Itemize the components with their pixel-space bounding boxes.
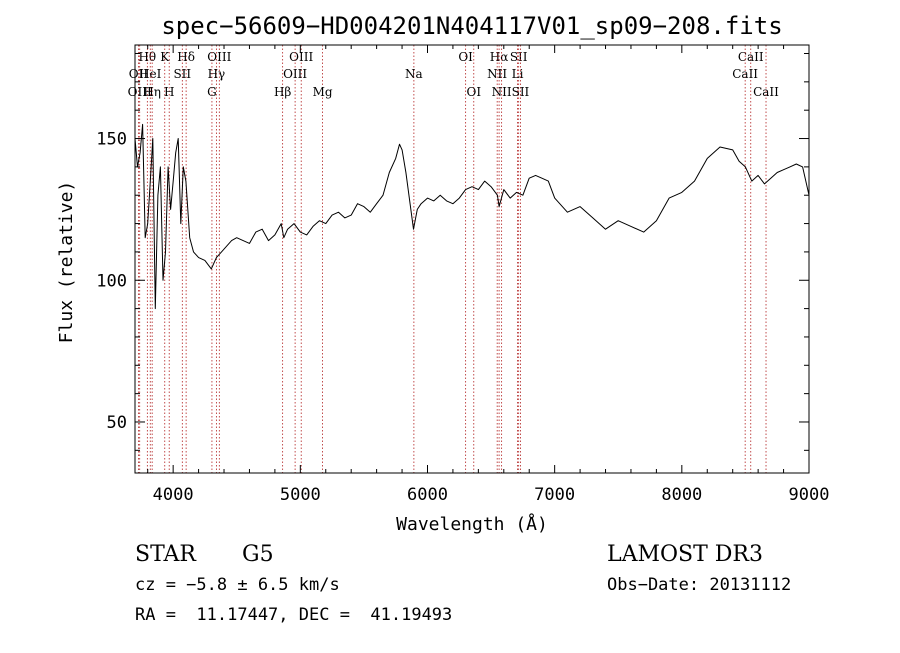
spectral-line-label: NII [492,85,512,99]
spectral-line-label: G [207,85,217,99]
spectral-line-label: Mg [313,85,333,99]
spectral-line-label: Hδ [177,50,195,64]
x-tick-label: 4000 [153,485,194,505]
spectrum-line [134,123,810,310]
spectral-line-label: SII [510,50,528,64]
spectral-line-label: Hβ [274,85,291,99]
x-tick-label: 6000 [407,485,448,505]
spectral-line-label: Na [405,67,423,81]
spectral-line-label: Hθ [138,50,156,64]
y-tick-label: 100 [96,271,127,291]
spectral-line-label: OI [466,85,481,99]
spectral-line-label: SII [173,67,191,81]
survey-name: LAMOST DR3 [607,542,763,567]
spectral-line-label: H [164,85,174,99]
spectral-line-label: SII [512,85,530,99]
redshift-readout: cz = −5.8 ± 6.5 km/s [135,575,340,595]
series-layer [134,123,810,310]
x-tick-label: 7000 [534,485,575,505]
spectral-line-label: NII [487,67,507,81]
chart-title: spec−56609−HD004201N404117V01_sp09−208.f… [161,12,782,40]
spectral-line-label: Hγ [208,67,226,81]
spectral-line-label: OIII [207,50,231,64]
x-tick-label: 9000 [789,485,830,505]
x-axis-label: Wavelength (Å) [396,513,548,535]
object-class: STAR [135,542,197,567]
y-tick-label: 150 [96,130,127,150]
spectral-line-label: Li [512,67,524,81]
plot-frame [134,44,810,474]
spectral-line-label: OIII [128,85,152,99]
obs-date: Obs−Date: 20131112 [607,575,791,595]
spectral-line-label: HeI [139,67,162,81]
spectral-line-label: CaII [753,85,779,99]
spectral-line-label: OIII [283,67,307,81]
subclass: G5 [242,542,274,567]
spectral-line-label: Hα [490,50,509,64]
x-tick-label: 8000 [661,485,702,505]
spectral-line-label: OII [129,67,149,81]
ticks-layer: 4000 5000 6000 7000 8000 9000 50 100 150 [96,45,829,505]
spectral-line-label: OIII [289,50,313,64]
coordinates: RA = 11.17447, DEC = 41.19493 [135,605,452,625]
spectral-line-label: K [160,50,170,64]
y-tick-label: 50 [107,413,127,433]
y-axis-label: Flux (relative) [56,181,77,344]
spectral-line-label: Hη [143,85,161,99]
spectral-line-label: CaII [732,67,758,81]
axes [134,44,810,474]
spectral-line-label: OI [458,50,473,64]
spectral-line-label: CaII [738,50,764,64]
x-tick-label: 5000 [280,485,321,505]
